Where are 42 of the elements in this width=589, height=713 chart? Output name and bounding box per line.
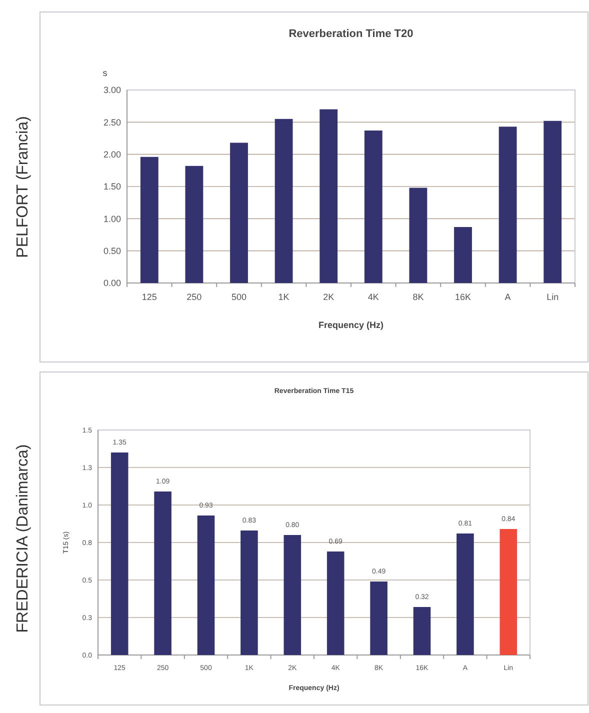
- bar: [456, 534, 474, 655]
- y-tick-label: 2.50: [103, 117, 121, 128]
- bar: [284, 535, 302, 655]
- y-tick-label: 1.50: [103, 182, 121, 192]
- bar: [409, 188, 428, 283]
- bar: [197, 516, 215, 655]
- bar: [185, 166, 204, 283]
- bar: [326, 552, 344, 655]
- bar: [240, 530, 258, 655]
- bar: [154, 492, 172, 655]
- y-axis-title: s: [102, 68, 108, 78]
- y-tick-label: 0.50: [103, 246, 121, 256]
- x-tick-label: 2K: [323, 292, 334, 302]
- x-axis-title: Frequency (Hz): [318, 320, 384, 330]
- bar: [544, 120, 562, 283]
- bar: [370, 582, 388, 655]
- x-tick-label: Lin: [546, 292, 559, 302]
- x-tick-label: 250: [186, 292, 202, 302]
- y-tick-label: 1.00: [103, 214, 121, 224]
- bar: [140, 156, 158, 283]
- x-tick-label: 500: [231, 292, 247, 302]
- bar: [500, 529, 518, 655]
- bar: [454, 227, 472, 283]
- bar: [364, 130, 382, 283]
- bar: [320, 109, 338, 283]
- chart-title: Reverberation Time T20: [288, 28, 414, 40]
- y-tick-label: 0.00: [103, 278, 121, 288]
- bar: [110, 452, 128, 655]
- x-tick-label: 125: [142, 292, 157, 302]
- x-tick-label: 8K: [412, 292, 424, 302]
- text: FREDERICIA (Danimarca): [14, 444, 32, 633]
- x-tick-label: 1K: [278, 292, 290, 302]
- x-tick-label: A: [504, 292, 511, 302]
- bar: [413, 607, 431, 655]
- bar: [498, 126, 517, 283]
- x-tick-label: 4K: [368, 292, 379, 302]
- bar: [230, 142, 248, 283]
- text: PELFORT (Francia): [14, 116, 32, 258]
- x-tick-label: 16K: [454, 292, 472, 302]
- bar: [274, 118, 293, 283]
- y-tick-label: 3.00: [103, 85, 121, 96]
- y-tick-label: 2.00: [103, 149, 121, 160]
